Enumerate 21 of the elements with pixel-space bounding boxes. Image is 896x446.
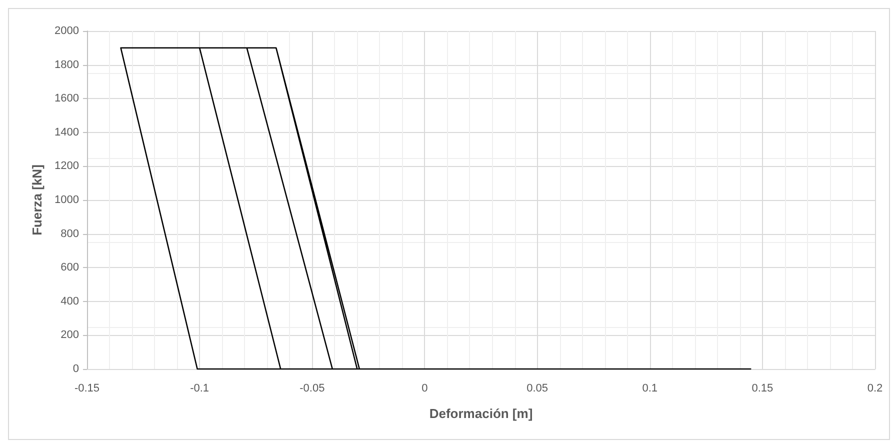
y-tick-label: 200: [60, 329, 79, 342]
x-axis-title: Deformación [m]: [429, 406, 533, 421]
x-tick-label: 0.1: [642, 382, 658, 394]
x-tick-label: -0.15: [74, 382, 100, 394]
y-tick-label: 1400: [54, 126, 79, 138]
x-tick-label: -0.1: [190, 382, 210, 394]
x-tick-label: 0.2: [867, 382, 883, 394]
y-tick-label: 600: [60, 262, 79, 274]
y-tick-label: 400: [60, 295, 79, 308]
y-tick-label: 800: [60, 228, 79, 240]
y-tick-label: 0: [72, 363, 79, 375]
x-tick-label: -0.05: [300, 382, 325, 394]
y-axis-title: Fuerza [kN]: [30, 164, 45, 236]
y-tick-label: 1600: [54, 92, 79, 105]
y-tick-label: 1000: [54, 194, 79, 206]
y-tick-label: 2000: [54, 25, 79, 37]
x-tick-label: 0.15: [752, 382, 774, 394]
y-tick-label: 1200: [54, 160, 79, 172]
x-tick-label: 0: [422, 382, 428, 394]
x-tick-label: 0.05: [526, 382, 548, 394]
y-tick-label: 1800: [54, 58, 79, 71]
